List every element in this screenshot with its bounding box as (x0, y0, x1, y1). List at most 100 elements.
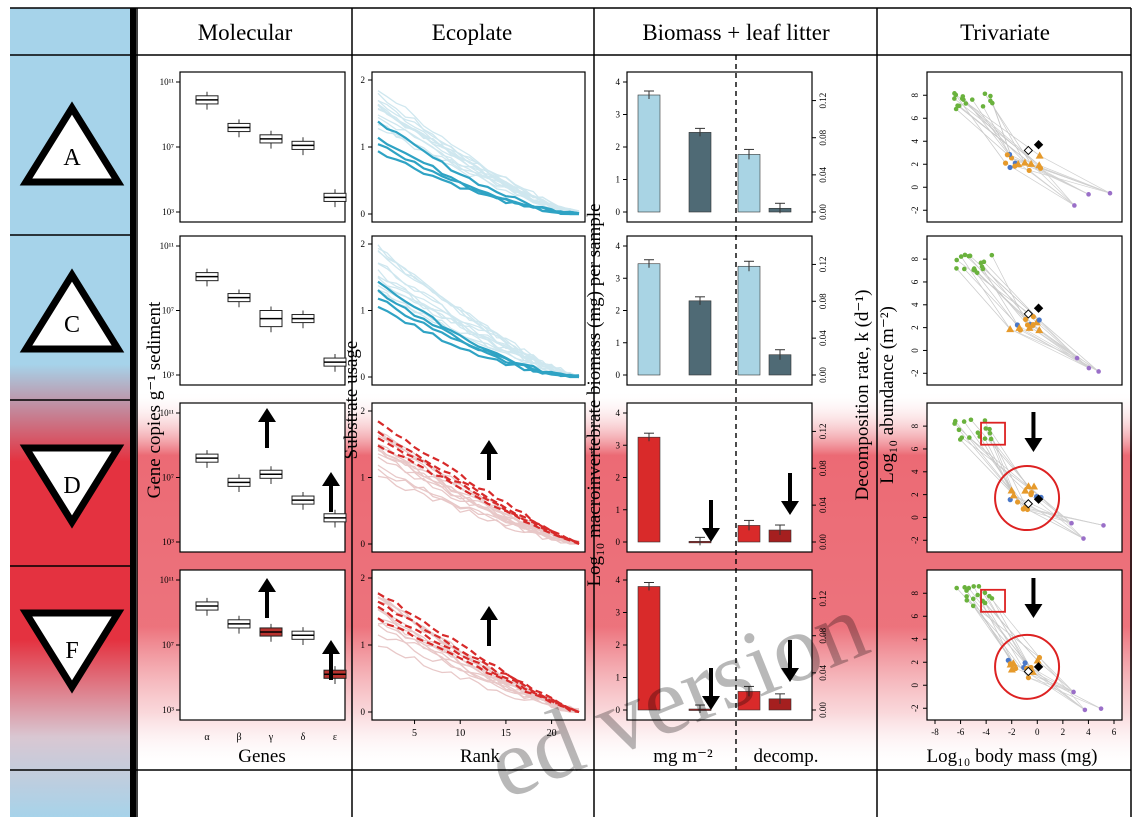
scatter-point (1082, 707, 1088, 713)
up-arrow-icon (322, 640, 340, 680)
scatter-point (1007, 665, 1016, 673)
scatter-point (966, 253, 972, 259)
y2-tick-label: 0.12 (818, 424, 828, 440)
trophic-link (1024, 507, 1104, 526)
y-tick-label: -2 (910, 705, 920, 713)
chart-panels: 10¹¹ 10⁷ 10³ 10¹¹ 10⁷ 10³ 10¹¹ 10⁷ 10³ 10¹¹ 10⁷ 10³… (160, 55, 1123, 770)
trophic-link (1039, 657, 1086, 711)
trophic-link (955, 108, 1012, 159)
scatter-point (970, 596, 976, 602)
scatter-point (971, 584, 977, 589)
x-tick-label: -8 (931, 727, 939, 737)
scatter-point (954, 257, 960, 263)
y-tick-label: 2 (616, 306, 621, 316)
plot-frame (371, 402, 586, 553)
y-tick-label: 4 (616, 575, 621, 585)
down-arrow-icon (1024, 412, 1043, 452)
background-series-line (377, 464, 580, 544)
y-tick-label: 0 (361, 539, 366, 549)
biomass-panel-A: 4 3 2 1 0 0.12 0.08 0.04 0.00 (616, 71, 828, 223)
box-β (227, 289, 251, 308)
ecoplate-panel-D: 2 1 0 (361, 402, 586, 553)
box-α (195, 91, 219, 110)
scatter-point (1072, 203, 1077, 208)
scatter-point (1028, 490, 1035, 496)
highlight-circle (994, 465, 1061, 532)
trophic-link (1038, 165, 1075, 206)
down-arrow-icon (781, 640, 799, 682)
box-α (195, 597, 219, 616)
trophic-link (1039, 657, 1074, 693)
y-tick-label: 2 (910, 660, 920, 665)
scatter-point (1020, 158, 1029, 166)
x-tick-label: 20 (547, 728, 557, 739)
x-tick-label: 6 (1112, 727, 1117, 737)
plot-frame (371, 235, 586, 386)
scatter-point (981, 259, 987, 265)
y2-tick-label: 0.12 (818, 257, 828, 273)
scatter-point (1069, 520, 1074, 526)
y2-tick-label: 0.12 (818, 591, 828, 607)
scatter-point (1035, 326, 1044, 334)
y-tick-label: 1 (361, 473, 366, 483)
trophic-link (978, 586, 1034, 673)
box-β (227, 119, 251, 138)
trophic-link (1027, 324, 1078, 359)
up-arrow-icon (480, 606, 498, 646)
scatter-point (1071, 689, 1076, 695)
scatter-point (982, 418, 988, 423)
trophic-link (991, 254, 1028, 326)
y-tick-label: 0 (616, 705, 621, 715)
diamond-marker (1023, 499, 1034, 509)
y-tick-label: 2 (616, 473, 621, 483)
scatter-point (969, 97, 975, 102)
y-tick-label: 0 (361, 372, 366, 382)
scatter-point (966, 585, 972, 591)
trophic-link (960, 256, 1011, 330)
scatter-point (1027, 159, 1036, 167)
biomass-y-label: Log₁₀ macroinvertebrate biomass (mg) per… (584, 203, 605, 586)
y-tick-label: 0 (910, 515, 920, 520)
box-ε (323, 509, 347, 528)
background-series-line (377, 90, 580, 215)
plot-frame (179, 569, 346, 721)
row-icon-A: A (19, 101, 125, 186)
decomp-y-label: Decomposition rate, k (d⁻¹) (852, 290, 873, 501)
y-tick-label: 1 (616, 338, 621, 348)
scatter-point (982, 436, 988, 441)
scatter-point (1025, 675, 1032, 681)
y-tick-label: 0 (361, 707, 366, 717)
x-tick-label: γ (268, 732, 274, 743)
triangle-icon (19, 268, 125, 353)
highlight-series-line (377, 600, 580, 714)
scatter-point (989, 252, 995, 258)
header-ecoplate: Ecoplate (432, 20, 512, 45)
scatter-point (1107, 190, 1113, 196)
box-δ (291, 627, 315, 645)
scatter-point (960, 94, 966, 99)
y-tick-label: 1 (361, 640, 366, 650)
box-δ (291, 137, 315, 156)
y2-tick-label: 0.04 (818, 664, 828, 680)
y-tick-label: 2 (910, 162, 920, 167)
box-γ (259, 306, 283, 333)
y-tick-label: 1 (361, 306, 366, 316)
highlight-series-line (377, 617, 580, 714)
scatter-point (953, 92, 959, 98)
x-tick-label: ε (333, 732, 337, 743)
trophic-link (1009, 328, 1090, 369)
background-series-line (377, 99, 580, 215)
x-tick-label: 10 (455, 728, 465, 739)
trophic-link (963, 421, 1028, 510)
highlight-series-line (377, 430, 580, 545)
axis-labels: Gene copies g⁻¹ sediment Substrate usage L… (144, 203, 1098, 767)
trophic-link (1027, 509, 1084, 539)
highlight-series-line (377, 444, 580, 546)
scatter-point (1086, 365, 1092, 371)
trophic-link (968, 255, 1028, 326)
scatter-point (1015, 323, 1024, 331)
y-tick-label: 2 (910, 492, 920, 497)
y-tick-label: 6 (910, 279, 920, 284)
